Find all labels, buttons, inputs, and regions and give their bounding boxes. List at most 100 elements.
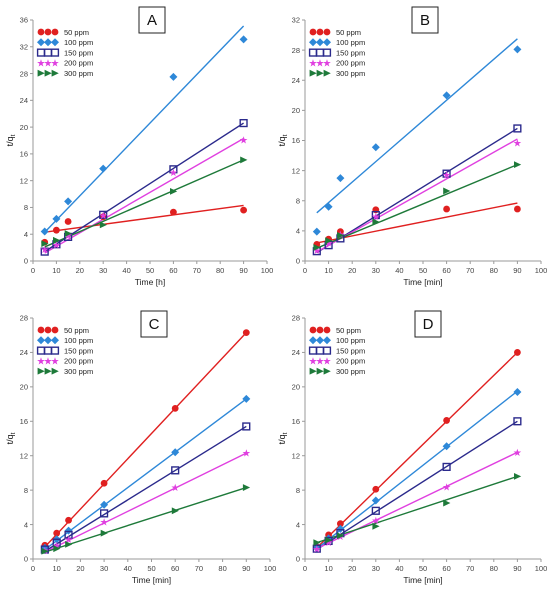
y-tick-label: 20: [292, 383, 300, 392]
data-point: ★: [100, 518, 109, 529]
legend-marker: ★: [51, 357, 60, 368]
legend-marker: [323, 336, 331, 345]
y-axis-label: t/qt: [5, 134, 17, 146]
legend-marker: [36, 48, 46, 57]
data-point: [442, 462, 451, 472]
x-axis-label: Time [min]: [132, 575, 171, 585]
y-tick-label: 4: [296, 520, 300, 529]
legend-marker: ★: [316, 357, 325, 368]
data-point: [242, 329, 250, 337]
data-point: [170, 208, 177, 216]
legend-marker: [316, 367, 324, 375]
data-point: ★: [239, 135, 248, 146]
legend-marker: [37, 326, 45, 334]
legend-marker: [44, 326, 52, 334]
y-tick-label: 8: [296, 486, 300, 495]
y-tick-label: 4: [24, 520, 28, 529]
y-axis-label: t/qt: [277, 432, 289, 444]
legend-marker: [323, 367, 331, 375]
legend-marker: [37, 38, 45, 47]
y-tick-label: 12: [20, 451, 28, 460]
legend-marker: [44, 38, 52, 47]
x-tick-label: 0: [303, 266, 307, 275]
legend-label: 150 ppm: [64, 346, 93, 355]
y-tick-label: 24: [20, 96, 28, 105]
data-point: [336, 174, 345, 183]
legend-marker: [316, 326, 324, 334]
legend-marker: [36, 346, 46, 355]
panel-label-box: [414, 310, 442, 338]
legend-marker: [316, 28, 324, 36]
data-point: [372, 218, 380, 226]
legend-label: 100 ppm: [336, 38, 365, 47]
x-tick-label: 10: [52, 266, 60, 275]
data-point: [99, 221, 107, 229]
x-tick-label: 40: [122, 266, 130, 275]
legend-label: 150 ppm: [64, 48, 93, 57]
legend-marker: [309, 38, 317, 47]
data-point: [171, 507, 179, 515]
data-point: [64, 197, 73, 206]
data-point: [171, 466, 180, 475]
legend-label: 150 ppm: [336, 346, 365, 355]
legend-marker: [43, 346, 53, 355]
x-tick-label: 20: [76, 564, 84, 573]
data-point: [371, 506, 380, 515]
y-tick-label: 32: [292, 16, 300, 25]
legend-marker: [323, 38, 331, 47]
data-point: [442, 442, 451, 451]
x-tick-label: 70: [466, 564, 474, 573]
data-point: [169, 72, 178, 81]
data-point: [40, 227, 49, 236]
legend-label: 300 ppm: [64, 69, 93, 78]
data-point: [313, 539, 321, 547]
data-point: [53, 529, 61, 537]
x-tick-label: 50: [147, 564, 155, 573]
data-point: [443, 499, 451, 507]
panel-label: B: [420, 12, 430, 29]
y-tick-label: 20: [20, 383, 28, 392]
x-tick-label: 60: [442, 266, 450, 275]
x-tick-label: 80: [216, 266, 224, 275]
y-tick-label: 12: [292, 166, 300, 175]
legend-marker: [322, 346, 332, 355]
data-point: [240, 156, 248, 164]
data-point: [513, 417, 522, 426]
legend-marker: [51, 336, 59, 345]
y-axis-label: t/qt: [5, 432, 17, 444]
panel-label: C: [149, 316, 160, 333]
data-point: ★: [171, 483, 180, 494]
legend-marker: [37, 69, 45, 77]
data-point: [171, 404, 179, 412]
x-tick-label: 50: [146, 266, 154, 275]
legend-marker: [51, 38, 59, 47]
y-tick-label: 4: [296, 227, 300, 236]
data-point: [371, 210, 380, 220]
data-point: [325, 237, 333, 245]
data-point: ★: [324, 239, 333, 250]
legend-marker: [308, 346, 318, 355]
data-point: [514, 472, 522, 480]
legend-label: 50 ppm: [336, 326, 361, 335]
legend-marker: [51, 69, 59, 77]
data-point: [513, 124, 522, 133]
data-point: [64, 530, 73, 540]
x-tick-label: 60: [442, 564, 450, 573]
data-point: [513, 388, 522, 397]
legend-label: 50 ppm: [336, 28, 361, 37]
x-tick-label: 10: [324, 564, 332, 573]
x-tick-label: 70: [193, 266, 201, 275]
legend-marker: [323, 69, 331, 77]
legend-label: 200 ppm: [64, 357, 93, 366]
fit-line-5: [316, 475, 518, 544]
fit-line-4: [316, 138, 518, 253]
x-axis-label: Time [min]: [403, 575, 442, 585]
data-point: [443, 417, 450, 424]
data-point: [442, 91, 451, 100]
y-axis-label: t/qt: [277, 134, 289, 146]
fit-line-5: [316, 163, 518, 249]
x-tick-label: 100: [261, 266, 274, 275]
data-point: [239, 35, 248, 44]
x-tick-label: 100: [535, 564, 548, 573]
data-point: [514, 205, 521, 213]
